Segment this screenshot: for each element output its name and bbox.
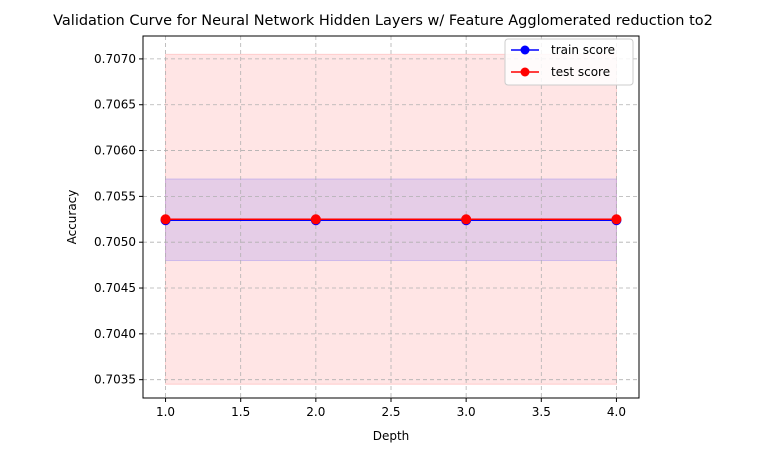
data-point-test-score [160, 214, 171, 225]
x-tick-label: 1.0 [156, 405, 175, 419]
x-tick-label: 2.0 [306, 405, 325, 419]
legend-marker-train-score [520, 45, 530, 55]
data-point-test-score [461, 214, 472, 225]
x-tick-label: 2.5 [381, 405, 400, 419]
legend-label-train-score: train score [551, 43, 615, 57]
y-tick-label: 0.7050 [94, 235, 136, 249]
y-tick-label: 0.7040 [94, 327, 136, 341]
x-tick-label: 1.5 [231, 405, 250, 419]
y-tick-label: 0.7065 [94, 98, 136, 112]
legend-marker-test-score [520, 67, 530, 77]
x-tick-label: 3.0 [457, 405, 476, 419]
plot-frame [142, 35, 640, 399]
legend-label-test-score: test score [551, 65, 610, 79]
y-tick-label: 0.7035 [94, 373, 136, 387]
axis-ticks: 1.0 1.5 2.0 2.5 3.0 3.5 4.0 0.7035 0.7040 0.7045 0… [94, 52, 626, 419]
series-lines [160, 214, 622, 226]
y-tick-label: 0.7060 [94, 144, 136, 158]
data-point-test-score [310, 214, 321, 225]
x-axis-label: Depth [373, 429, 410, 443]
y-tick-label: 0.7045 [94, 281, 136, 295]
x-tick-label: 4.0 [607, 405, 626, 419]
legend: train score test score [504, 38, 634, 86]
y-tick-label: 0.7055 [94, 189, 136, 203]
x-tick-label: 3.5 [532, 405, 551, 419]
y-axis-label: Accuracy [65, 190, 79, 245]
chart-title: Validation Curve for Neural Network Hidd… [53, 13, 713, 29]
grid-lines [143, 36, 639, 398]
y-tick-label: 0.7070 [94, 52, 136, 66]
data-point-test-score [611, 214, 622, 225]
